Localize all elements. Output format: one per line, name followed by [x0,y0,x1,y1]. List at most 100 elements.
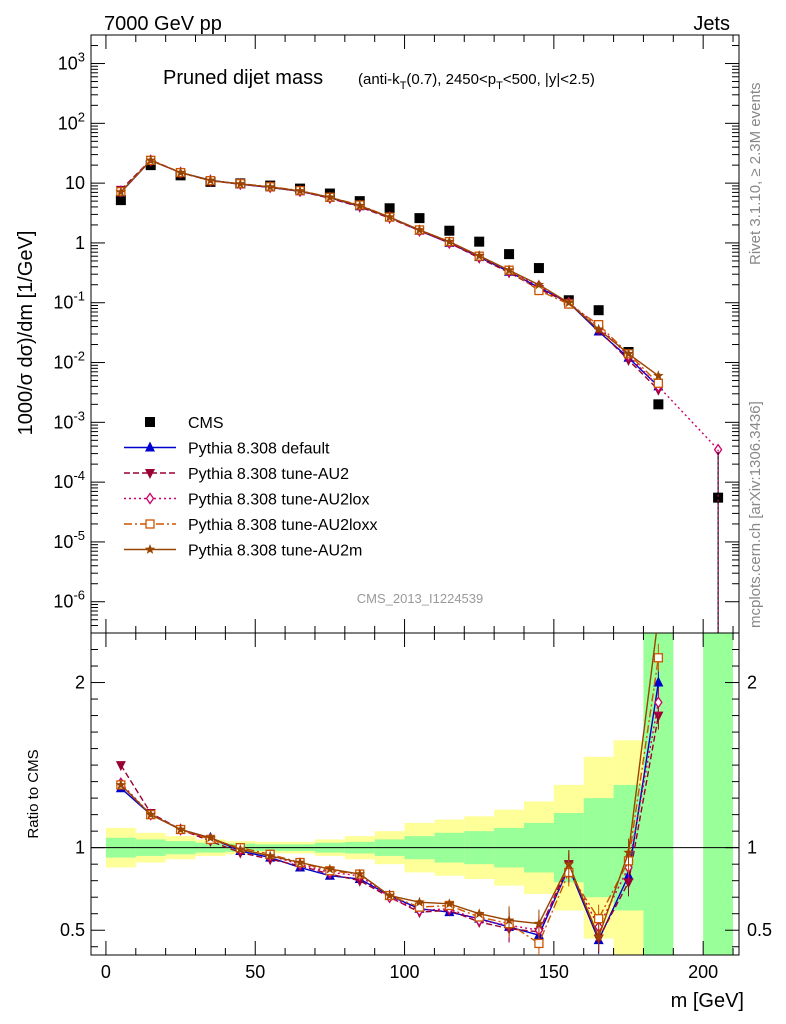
series-line [120,159,659,391]
ratio-point [414,896,425,907]
legend-marker [145,417,155,427]
bottom-panel-frame [90,632,740,956]
series-pythia-8-308-tune-au2lox [116,154,723,456]
ratio-point [205,832,216,843]
ratio-point [593,914,604,924]
data-point [444,236,455,247]
bottom-axes: 0.5 0.5 1 1 2 2 0 50 100 150 200 [60,633,772,982]
ratio-point [593,931,604,942]
ratio-point [533,918,545,929]
y-tick-label: 10-2 [53,349,85,373]
data-point [563,297,574,308]
data-point [444,225,455,236]
x-axis-label: m [GeV] [671,990,744,1012]
series-pythia-8-308-tune-au2loxx [116,155,664,388]
x-tick-label: 0 [101,962,111,982]
data-point [414,213,425,224]
watermark: CMS_2013_I1224539 [357,591,484,606]
ratio-point [474,908,485,919]
chart-title: Pruned dijet mass (anti-kT(0.7), 2450<pT… [163,67,595,92]
side-label-bottom: mcplots.cern.ch [arXiv:1306.3436] [747,401,764,628]
data-point [414,224,425,235]
side-label-top: Rivet 3.1.10, ≥ 2.3M events [747,83,764,266]
y-axis-label-bottom: Ratio to CMS [25,749,42,838]
data-point [533,263,544,274]
data-point [593,323,604,334]
bottom-series [115,611,664,955]
y-tick-label: 1 [75,233,85,253]
ratio-point [653,711,664,722]
y-axis-label-top: 1000/σ dσ)/dm [1/GeV] [15,231,37,436]
y-tick-label: 103 [58,50,85,74]
series-pythia-8-308-tune-au2m [115,154,664,381]
y-tick-label: 10-4 [53,468,85,492]
ratio-tick-label-right: 2 [747,673,757,693]
ratio-point [324,863,336,874]
legend-item: Pythia 8.308 tune-AU2 [124,466,349,483]
ratio-point [115,779,127,790]
data-point [474,236,485,247]
x-tick-label: 200 [688,962,718,982]
y-tick-label: 10-6 [53,588,85,612]
series-line [120,159,659,377]
data-point [474,250,485,261]
x-tick-label: 150 [539,962,569,982]
header-right: Jets [693,13,730,35]
green-band-bin [703,633,734,955]
legend-label: Pythia 8.308 tune-AU2lox [188,492,369,509]
legend-label: Pythia 8.308 tune-AU2loxx [188,517,377,534]
top-series [115,154,724,633]
legend-marker [145,519,155,529]
ratio-tick-label-right: 0.5 [747,920,772,940]
title-subtitle: (anti-kT(0.7), 2450<pT<500, |y|<2.5) [358,71,595,92]
data-point [145,154,156,165]
header-left: 7000 GeV pp [104,13,222,35]
data-point [235,178,246,189]
x-tick-label: 100 [390,962,420,982]
data-point [354,200,365,211]
ratio-point [235,843,246,854]
ratio-tick-label-right: 1 [747,838,757,858]
data-point [653,370,664,381]
data-point [623,348,634,359]
series-line [120,159,719,451]
series-line [120,159,659,387]
ratio-point [653,611,664,621]
data-point [205,174,216,185]
legend-label: Pythia 8.308 tune-AU2m [188,543,362,560]
legend-label: Pythia 8.308 default [188,441,330,458]
ratio-point [384,890,395,900]
y-tick-label: 10-1 [53,289,85,313]
data-point [653,399,664,410]
ratio-point [623,878,634,889]
ratio-point [623,847,634,858]
data-point [533,279,545,290]
ratio-point [175,824,186,834]
data-point [653,378,664,388]
y-tick-label: 102 [58,109,85,133]
data-point [384,211,395,222]
data-point [504,249,515,260]
data-point [115,195,126,206]
data-point [324,191,336,202]
legend-label: CMS [188,415,224,432]
ratio-point [444,898,455,909]
ratio-point [145,809,156,820]
y-tick-label: 10 [65,173,85,193]
series-pythia-8-308-tune-au2 [115,155,664,396]
ratio-tick-label-left: 2 [75,673,85,693]
legend: CMS Pythia 8.308 default Pythia 8.308 tune… [124,415,377,560]
ratio-point [563,858,574,869]
legend-item: Pythia 8.308 tune-AU2loxx [124,517,377,534]
legend-item: Pythia 8.308 tune-AU2m [124,543,362,560]
ratio-point [503,914,515,925]
legend-label: Pythia 8.308 tune-AU2 [188,466,349,483]
data-point [264,181,276,192]
data-point [115,186,127,197]
ratio-tick-label-left: 0.5 [60,920,85,940]
data-point [294,185,306,196]
ratio-point [354,868,365,879]
y-tick-label: 10-5 [53,528,85,552]
data-point [503,264,515,275]
